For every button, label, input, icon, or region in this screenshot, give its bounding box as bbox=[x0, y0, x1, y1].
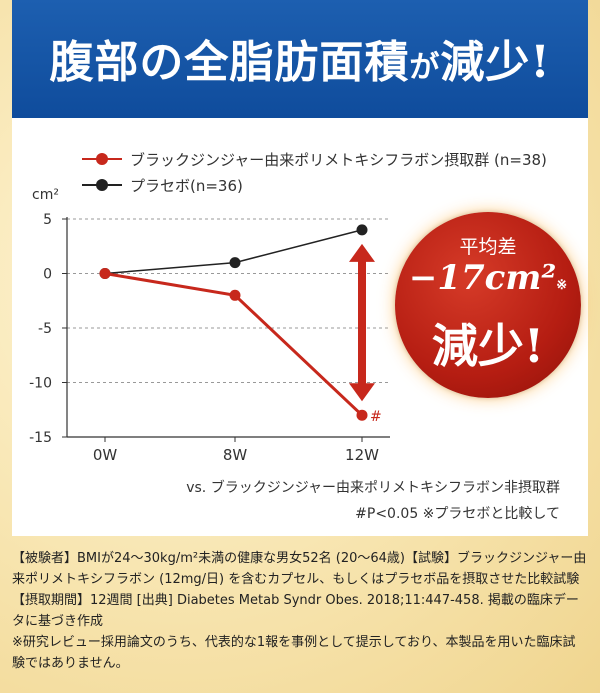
y-tick-label: 5 bbox=[43, 212, 52, 228]
legend-item-placebo: プラセボ(n=36) bbox=[82, 172, 547, 198]
data-point-placebo bbox=[356, 224, 368, 236]
y-tick-label: -10 bbox=[29, 376, 52, 392]
data-point-placebo bbox=[229, 257, 241, 269]
legend-label-ginger: ブラックジンジャー由来ポリメトキシフラボン摂取群 (n=38) bbox=[130, 150, 547, 169]
legend-swatch-black bbox=[82, 178, 122, 192]
y-tick-label: -5 bbox=[38, 321, 52, 337]
legend: ブラックジンジャー由来ポリメトキシフラボン摂取群 (n=38) プラセボ(n=3… bbox=[82, 146, 547, 198]
legend-item-ginger: ブラックジンジャー由来ポリメトキシフラボン摂取群 (n=38) bbox=[82, 146, 547, 172]
significance-mark: # bbox=[370, 409, 382, 425]
x-tick-label: 12W bbox=[345, 446, 379, 464]
x-tick-label: 0W bbox=[93, 446, 118, 464]
header-banner: 腹部の全脂肪面積が減少! bbox=[12, 0, 588, 118]
badge-value-text: −17cm² bbox=[408, 258, 557, 298]
difference-arrow-head-down bbox=[349, 383, 375, 402]
result-badge: 平均差 −17cm²※ 減少! bbox=[395, 212, 581, 398]
x-tick-label: 8W bbox=[223, 446, 248, 464]
badge-note-mark: ※ bbox=[556, 278, 568, 293]
title-emphasis: 減少! bbox=[440, 37, 551, 88]
title-particle: が bbox=[409, 50, 441, 85]
significance-note: #P<0.05 ※プラセボと比較して bbox=[355, 506, 560, 522]
comparison-note: vs. ブラックジンジャー由来ポリメトキシフラボン非摂取群 bbox=[186, 480, 560, 496]
badge-decrease: 減少! bbox=[431, 319, 545, 373]
difference-arrow-shaft bbox=[358, 257, 366, 388]
legend-swatch-red bbox=[82, 152, 122, 166]
legend-label-placebo: プラセボ(n=36) bbox=[130, 176, 243, 195]
badge-value: −17cm²※ bbox=[395, 258, 581, 298]
title-main: 腹部の全脂肪面積 bbox=[49, 37, 410, 88]
footnote-study: 【被験者】BMIが24〜30kg/m²未満の健康な男女52名 (20〜64歳)【… bbox=[12, 551, 587, 629]
footnote: 【被験者】BMIが24〜30kg/m²未満の健康な男女52名 (20〜64歳)【… bbox=[12, 548, 588, 674]
data-point-ginger bbox=[229, 289, 241, 301]
footnote-disclaimer: ※研究レビュー採用論文のうち、代表的な1報を事例として提示しており、本製品を用い… bbox=[12, 635, 576, 671]
y-tick-label: 0 bbox=[43, 267, 52, 283]
y-tick-label: -15 bbox=[29, 430, 52, 446]
data-point-ginger bbox=[99, 268, 111, 279]
data-point-ginger bbox=[356, 409, 368, 421]
badge-caption: 平均差 bbox=[459, 236, 517, 258]
y-unit-label: cm² bbox=[32, 187, 59, 203]
difference-arrow-head-up bbox=[349, 243, 375, 262]
page-title: 腹部の全脂肪面積が減少! bbox=[12, 26, 588, 90]
